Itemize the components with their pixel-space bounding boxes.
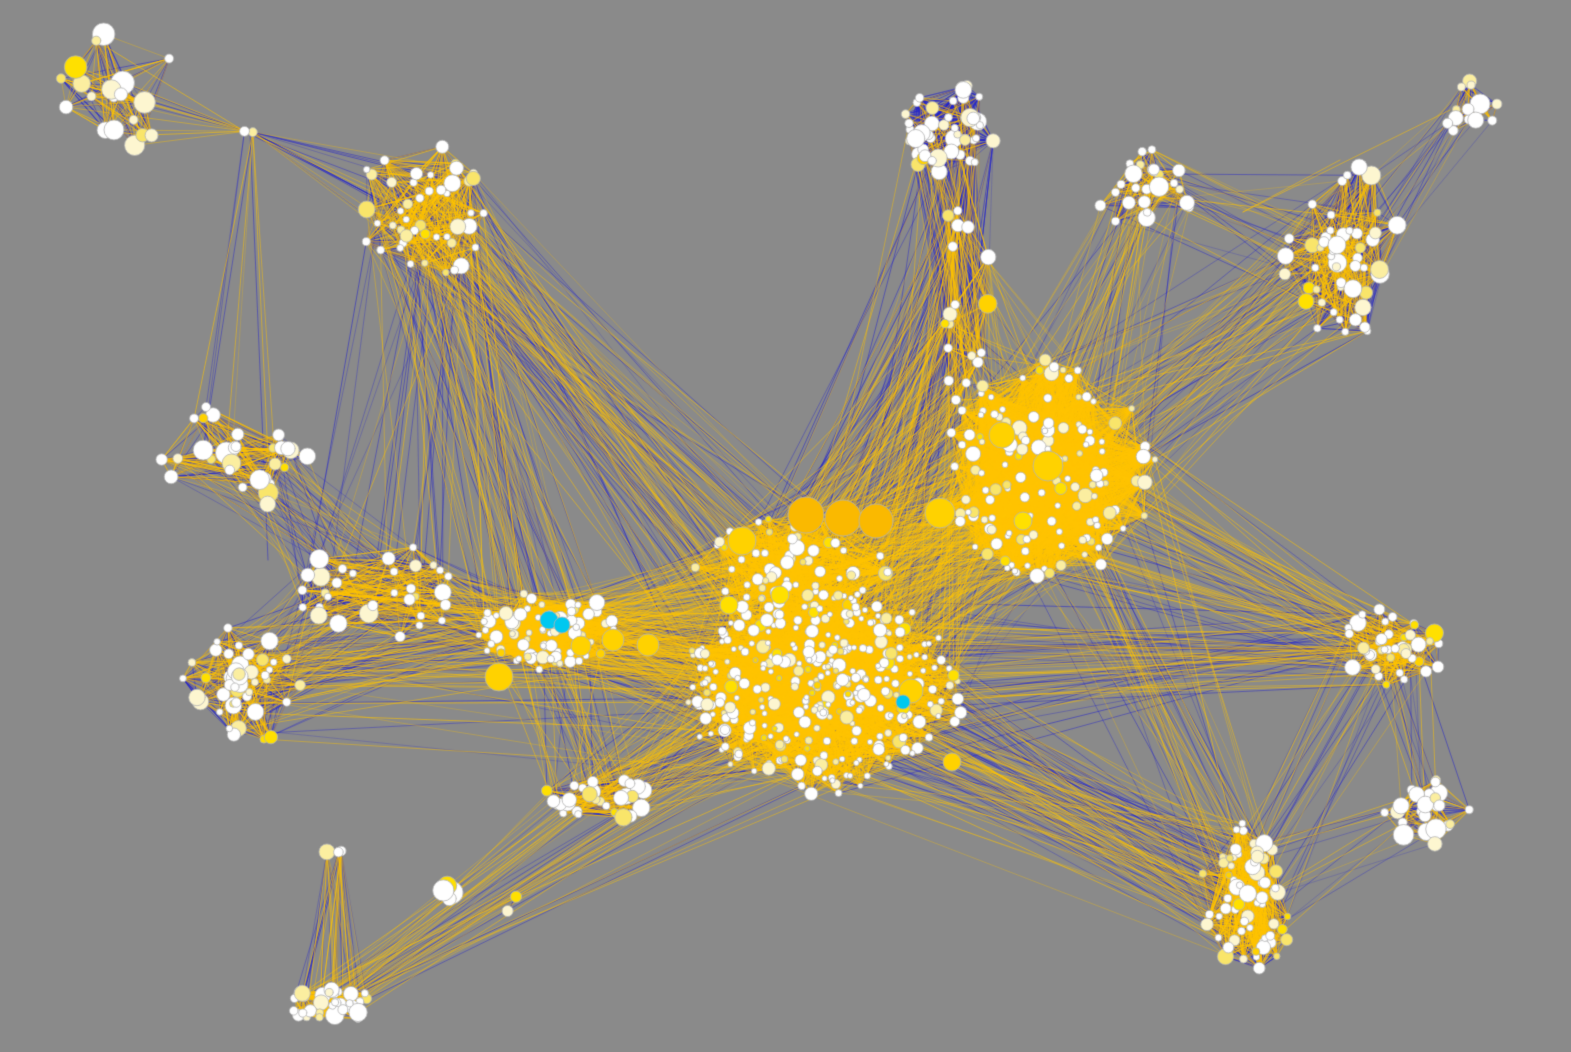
network-graph-canvas[interactable]	[0, 0, 1571, 1052]
graph-rendering-surface[interactable]	[0, 0, 1571, 1052]
